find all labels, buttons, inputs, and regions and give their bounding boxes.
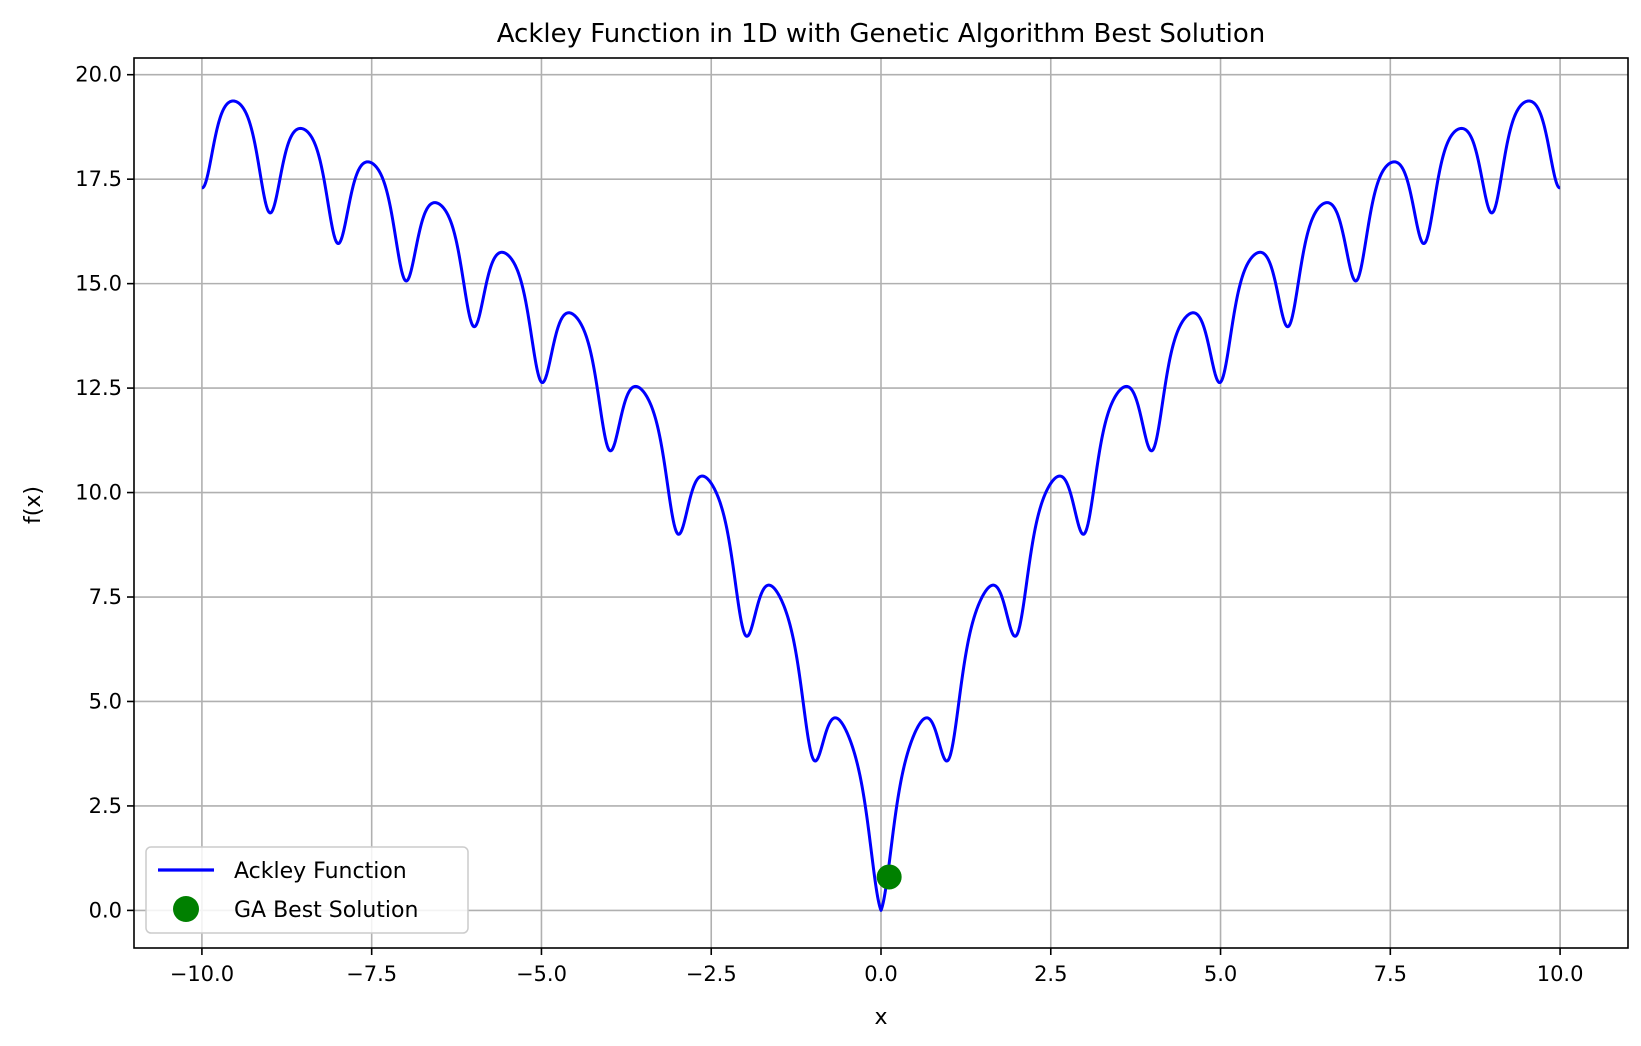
x-tick-label: 0.0: [864, 962, 897, 986]
x-tick-label: 10.0: [1537, 962, 1584, 986]
x-tick-label: 5.0: [1204, 962, 1237, 986]
legend-swatch-ga-best-solution: [173, 896, 199, 922]
ga-best-solution-point: [876, 864, 902, 890]
y-tick-label: 0.0: [89, 898, 122, 922]
series-line-ackley-function: [201, 99, 1561, 912]
y-tick-label: 10.0: [75, 481, 122, 505]
legend: Ackley Function GA Best Solution: [145, 846, 469, 934]
x-tick-label: 2.5: [1034, 962, 1067, 986]
x-tick-label: 7.5: [1374, 962, 1407, 986]
y-tick-label: 17.5: [75, 167, 122, 191]
x-tick-label: −10.0: [170, 962, 234, 986]
x-tick-label: −5.0: [516, 962, 567, 986]
y-axis: 0.0 2.5 5.0 7.5 10.0 12.5 15.0 17.5 20.0: [75, 63, 134, 922]
legend-label-ackley-function: Ackley Function: [234, 859, 407, 884]
y-axis-label: f(x): [21, 486, 46, 524]
x-axis-label: x: [874, 1005, 887, 1030]
y-tick-label: 7.5: [89, 585, 122, 609]
x-tick-label: −2.5: [686, 962, 737, 986]
legend-box: [145, 846, 469, 934]
x-axis: −10.0 −7.5 −5.0 −2.5 0.0 2.5 5.0 7.5 10.0: [170, 948, 1584, 986]
y-tick-label: 2.5: [89, 794, 122, 818]
legend-label-ga-best-solution: GA Best Solution: [234, 898, 418, 923]
y-tick-label: 5.0: [89, 689, 122, 713]
x-tick-label: −7.5: [346, 962, 397, 986]
y-tick-label: 20.0: [75, 63, 122, 87]
y-tick-label: 12.5: [75, 376, 122, 400]
chart-title: Ackley Function in 1D with Genetic Algor…: [497, 19, 1266, 49]
plot-area: [201, 99, 1561, 912]
y-tick-label: 15.0: [75, 272, 122, 296]
